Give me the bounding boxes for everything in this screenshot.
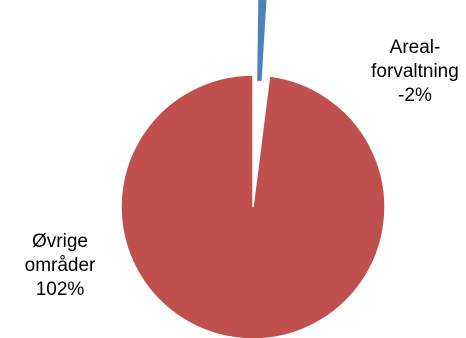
slice-label-line: Øvrige — [32, 231, 88, 252]
slice-label-line: områder — [24, 255, 96, 276]
slice-label-ovrige-omrader: Øvrige områder 102% — [10, 230, 110, 302]
pie-slice-arealforvaltning — [256, 0, 268, 83]
pie-slice-ovrige-omrader — [120, 74, 386, 338]
slice-label-value: 102% — [35, 279, 85, 300]
pie-slices — [120, 0, 386, 338]
slice-label-line: Areal- — [389, 37, 441, 58]
slice-label-line: forvaltning — [371, 61, 459, 82]
slice-label-value: -2% — [398, 85, 432, 106]
slice-label-arealforvaltning: Areal- forvaltning -2% — [370, 36, 460, 108]
